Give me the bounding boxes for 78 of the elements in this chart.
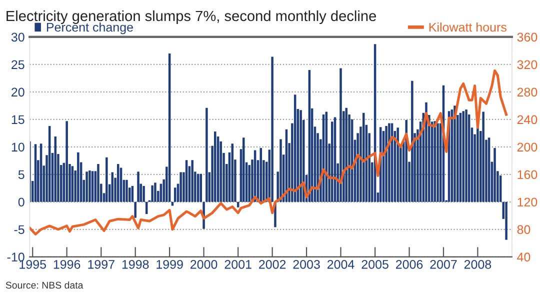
bar (494, 148, 496, 202)
bar (436, 123, 439, 202)
bar (66, 121, 68, 202)
bar (260, 148, 262, 202)
y-tick-label: -10 (7, 252, 24, 262)
x-tick-label: 2000 (190, 260, 218, 269)
bar (454, 106, 456, 202)
y2-tick-label: 360 (517, 32, 538, 42)
bar (396, 128, 399, 202)
bar (385, 126, 388, 202)
y2-tick-label: 280 (517, 88, 538, 97)
bar (505, 202, 508, 240)
bar (191, 160, 194, 202)
x-tick-label: 2005 (362, 260, 388, 269)
y2-tick-label: 240 (517, 115, 538, 124)
bar (465, 110, 468, 202)
bar (425, 102, 428, 202)
x-tick-label: 2006 (396, 260, 423, 269)
x-tick-label: 1998 (122, 260, 149, 269)
bar (411, 80, 414, 202)
bar (482, 112, 484, 202)
bar (280, 139, 282, 202)
bar (77, 152, 80, 202)
bar (134, 202, 136, 218)
bar (137, 172, 140, 202)
bar (88, 170, 91, 202)
y2-tick-label: 80 (517, 225, 530, 234)
y-tick-label: 30 (11, 32, 24, 42)
x-tick-label: 2002 (259, 260, 286, 269)
bar (180, 172, 182, 202)
legend-label: Kilowatt hours (429, 22, 506, 32)
bar (151, 185, 154, 202)
x-tick-label: 1997 (88, 260, 114, 269)
y-tick-label: 0 (18, 198, 24, 207)
bar (271, 56, 274, 202)
bar (345, 108, 348, 202)
bar (111, 172, 114, 202)
y2-tick-label: 120 (518, 198, 538, 207)
x-tick-label: 2003 (293, 260, 320, 269)
bar (154, 182, 156, 202)
bar (142, 186, 145, 202)
y-tick-label: 15 (12, 115, 24, 124)
y-tick-label: -5 (14, 225, 24, 234)
y2-tick-label: 160 (518, 170, 538, 180)
x-tick-label: 2008 (464, 260, 492, 269)
y-tick-label: 5 (18, 170, 24, 180)
y2-tick-label: 320 (517, 60, 538, 70)
bar (214, 132, 216, 202)
legend-label: Percent change (46, 22, 133, 34)
bar (236, 202, 240, 208)
bar (174, 188, 176, 202)
x-tick-label: 1999 (156, 260, 183, 269)
bar (340, 68, 342, 202)
x-tick-label: 2004 (327, 260, 354, 269)
bar (231, 144, 234, 202)
y-tick-label: 20 (12, 88, 24, 97)
bar (126, 180, 128, 202)
bar (388, 123, 390, 202)
bar (206, 108, 208, 202)
bar (97, 164, 100, 202)
line-series (30, 69, 508, 236)
y-tick-label: 10 (12, 142, 24, 152)
bar (131, 186, 134, 202)
bar (300, 110, 302, 202)
bar (91, 171, 94, 202)
x-tick-label: 1995 (20, 260, 46, 269)
x-tick-label: 2007 (430, 260, 457, 269)
bar (106, 157, 108, 202)
bar (462, 111, 464, 202)
x-tick-label: 2001 (224, 260, 252, 269)
y-tick-label: 25 (12, 60, 24, 70)
source-note: Source: NBS data (6, 281, 84, 289)
y2-tick-label: 200 (517, 142, 538, 152)
bar (86, 172, 88, 202)
bar (434, 121, 436, 202)
chart-title: Electricity generation slumps 7%, second monthly decline (6, 10, 376, 24)
x-tick-label: 1996 (54, 260, 80, 269)
y2-tick-label: 40 (517, 252, 530, 262)
